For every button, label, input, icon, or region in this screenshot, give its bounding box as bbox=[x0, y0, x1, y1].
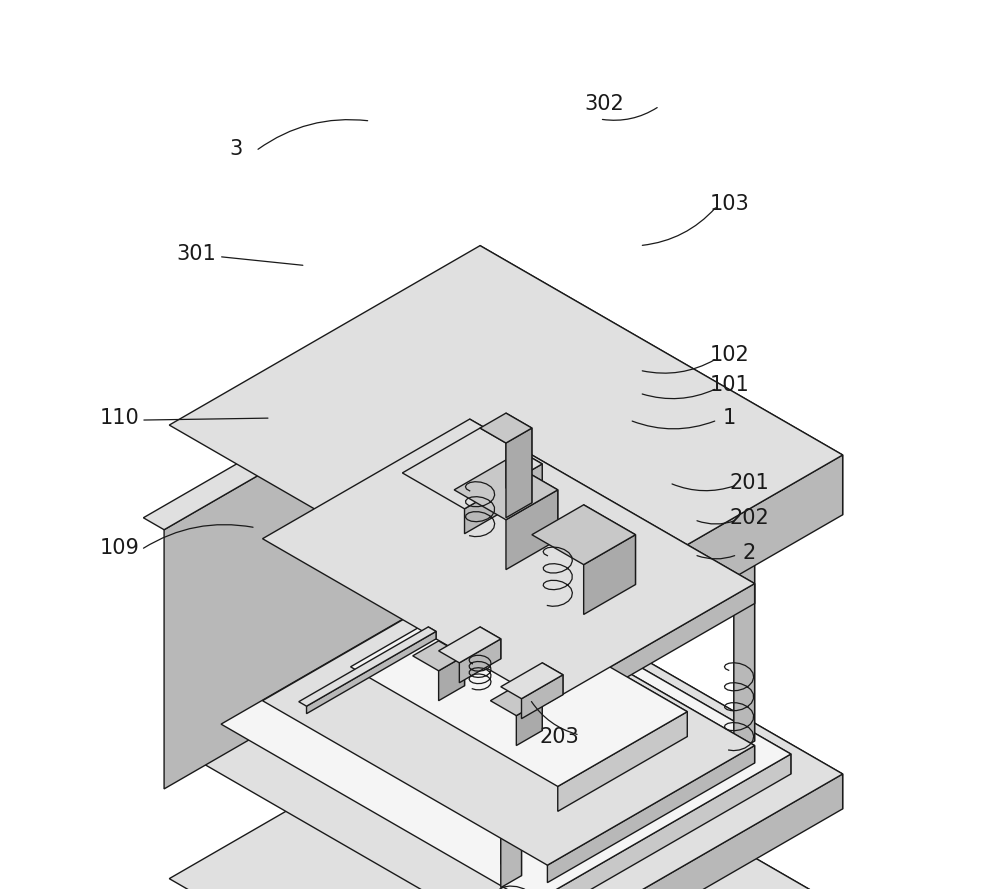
Polygon shape bbox=[532, 754, 791, 890]
Polygon shape bbox=[169, 724, 843, 890]
Polygon shape bbox=[444, 586, 496, 655]
Polygon shape bbox=[439, 627, 501, 663]
Polygon shape bbox=[501, 663, 563, 699]
Text: 301: 301 bbox=[176, 244, 216, 263]
Polygon shape bbox=[501, 589, 522, 876]
Polygon shape bbox=[734, 455, 755, 741]
Text: 202: 202 bbox=[729, 508, 769, 528]
Polygon shape bbox=[465, 464, 542, 534]
Polygon shape bbox=[480, 564, 843, 809]
Polygon shape bbox=[470, 570, 496, 626]
Polygon shape bbox=[506, 460, 558, 539]
Polygon shape bbox=[454, 460, 558, 520]
Polygon shape bbox=[485, 810, 537, 890]
Polygon shape bbox=[480, 428, 542, 489]
Polygon shape bbox=[547, 746, 755, 883]
Polygon shape bbox=[439, 656, 465, 700]
Polygon shape bbox=[439, 641, 465, 686]
Polygon shape bbox=[506, 490, 558, 570]
Text: 109: 109 bbox=[99, 538, 139, 558]
Polygon shape bbox=[516, 700, 542, 746]
Polygon shape bbox=[480, 700, 843, 890]
Polygon shape bbox=[307, 631, 436, 714]
Text: 102: 102 bbox=[709, 345, 749, 365]
Polygon shape bbox=[480, 323, 501, 595]
Polygon shape bbox=[263, 581, 755, 865]
Polygon shape bbox=[532, 505, 635, 564]
Polygon shape bbox=[516, 686, 542, 731]
Polygon shape bbox=[522, 675, 563, 718]
Polygon shape bbox=[584, 505, 635, 585]
Polygon shape bbox=[480, 575, 791, 774]
Text: 110: 110 bbox=[99, 409, 139, 428]
Text: 103: 103 bbox=[709, 194, 749, 214]
Text: 201: 201 bbox=[729, 473, 769, 493]
Polygon shape bbox=[542, 663, 563, 695]
Polygon shape bbox=[143, 323, 501, 530]
Polygon shape bbox=[169, 700, 843, 890]
Polygon shape bbox=[263, 419, 755, 703]
Polygon shape bbox=[480, 627, 501, 659]
Polygon shape bbox=[459, 639, 501, 683]
Polygon shape bbox=[428, 627, 436, 639]
Polygon shape bbox=[490, 686, 542, 716]
Text: 101: 101 bbox=[709, 376, 749, 395]
Polygon shape bbox=[169, 564, 843, 890]
Polygon shape bbox=[480, 724, 843, 890]
Polygon shape bbox=[734, 467, 755, 753]
Polygon shape bbox=[501, 602, 522, 887]
Polygon shape bbox=[506, 428, 532, 518]
Polygon shape bbox=[470, 419, 755, 603]
Polygon shape bbox=[480, 589, 522, 613]
Polygon shape bbox=[418, 570, 496, 616]
Polygon shape bbox=[299, 627, 436, 706]
Polygon shape bbox=[547, 584, 755, 724]
Text: 3: 3 bbox=[229, 139, 242, 159]
Text: 2: 2 bbox=[743, 543, 756, 562]
Polygon shape bbox=[480, 413, 532, 443]
Polygon shape bbox=[480, 592, 687, 737]
Text: 302: 302 bbox=[585, 94, 625, 114]
Polygon shape bbox=[558, 712, 687, 812]
Text: 1: 1 bbox=[723, 409, 736, 428]
Polygon shape bbox=[470, 581, 755, 763]
Text: 203: 203 bbox=[540, 727, 580, 747]
Polygon shape bbox=[402, 428, 542, 509]
Polygon shape bbox=[584, 535, 635, 614]
Polygon shape bbox=[532, 774, 843, 890]
Polygon shape bbox=[351, 592, 687, 787]
Polygon shape bbox=[433, 780, 537, 840]
Polygon shape bbox=[506, 413, 532, 503]
Polygon shape bbox=[532, 455, 843, 694]
Polygon shape bbox=[164, 336, 501, 789]
Polygon shape bbox=[485, 780, 537, 890]
Polygon shape bbox=[169, 246, 843, 635]
Polygon shape bbox=[413, 641, 465, 671]
Polygon shape bbox=[221, 575, 791, 890]
Polygon shape bbox=[480, 246, 843, 514]
Polygon shape bbox=[713, 455, 755, 479]
